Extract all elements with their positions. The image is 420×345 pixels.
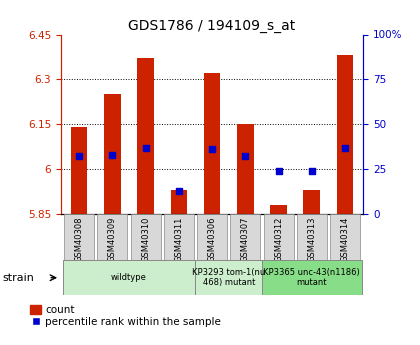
Legend: count, percentile rank within the sample: count, percentile rank within the sample <box>30 305 221 327</box>
Title: GDS1786 / 194109_s_at: GDS1786 / 194109_s_at <box>129 19 296 33</box>
Bar <box>337 56 353 214</box>
Bar <box>71 127 87 214</box>
FancyBboxPatch shape <box>64 214 94 260</box>
Text: GSM40311: GSM40311 <box>174 216 184 262</box>
Text: KP3293 tom-1(nu
468) mutant: KP3293 tom-1(nu 468) mutant <box>192 268 265 287</box>
Text: GSM40314: GSM40314 <box>341 216 349 262</box>
Bar <box>137 58 154 214</box>
FancyBboxPatch shape <box>195 260 262 295</box>
Point <box>176 188 182 193</box>
Text: KP3365 unc-43(n1186)
mutant: KP3365 unc-43(n1186) mutant <box>263 268 360 287</box>
Bar <box>270 205 287 214</box>
Point <box>209 147 215 152</box>
Text: GSM40309: GSM40309 <box>108 216 117 262</box>
Text: GSM40307: GSM40307 <box>241 216 250 262</box>
Text: strain: strain <box>2 273 34 283</box>
FancyBboxPatch shape <box>131 214 160 260</box>
Bar <box>104 94 121 214</box>
FancyBboxPatch shape <box>231 214 260 260</box>
Point <box>76 154 83 159</box>
Point <box>275 168 282 174</box>
FancyBboxPatch shape <box>197 214 227 260</box>
Bar <box>204 73 220 214</box>
Point <box>109 152 116 157</box>
Text: GSM40308: GSM40308 <box>75 216 84 262</box>
Text: GSM40312: GSM40312 <box>274 216 283 262</box>
Point <box>142 145 149 150</box>
Bar <box>304 190 320 214</box>
Text: GSM40313: GSM40313 <box>307 216 316 262</box>
FancyBboxPatch shape <box>297 214 327 260</box>
Point <box>308 168 315 174</box>
Point <box>242 154 249 159</box>
Text: GSM40306: GSM40306 <box>207 216 217 262</box>
Text: wildtype: wildtype <box>111 273 147 282</box>
Text: GSM40310: GSM40310 <box>141 216 150 262</box>
FancyBboxPatch shape <box>330 214 360 260</box>
Bar <box>171 190 187 214</box>
Point <box>341 145 348 150</box>
FancyBboxPatch shape <box>63 260 195 295</box>
FancyBboxPatch shape <box>264 214 294 260</box>
FancyBboxPatch shape <box>97 214 127 260</box>
FancyBboxPatch shape <box>262 260 362 295</box>
FancyBboxPatch shape <box>164 214 194 260</box>
Bar <box>237 124 254 214</box>
